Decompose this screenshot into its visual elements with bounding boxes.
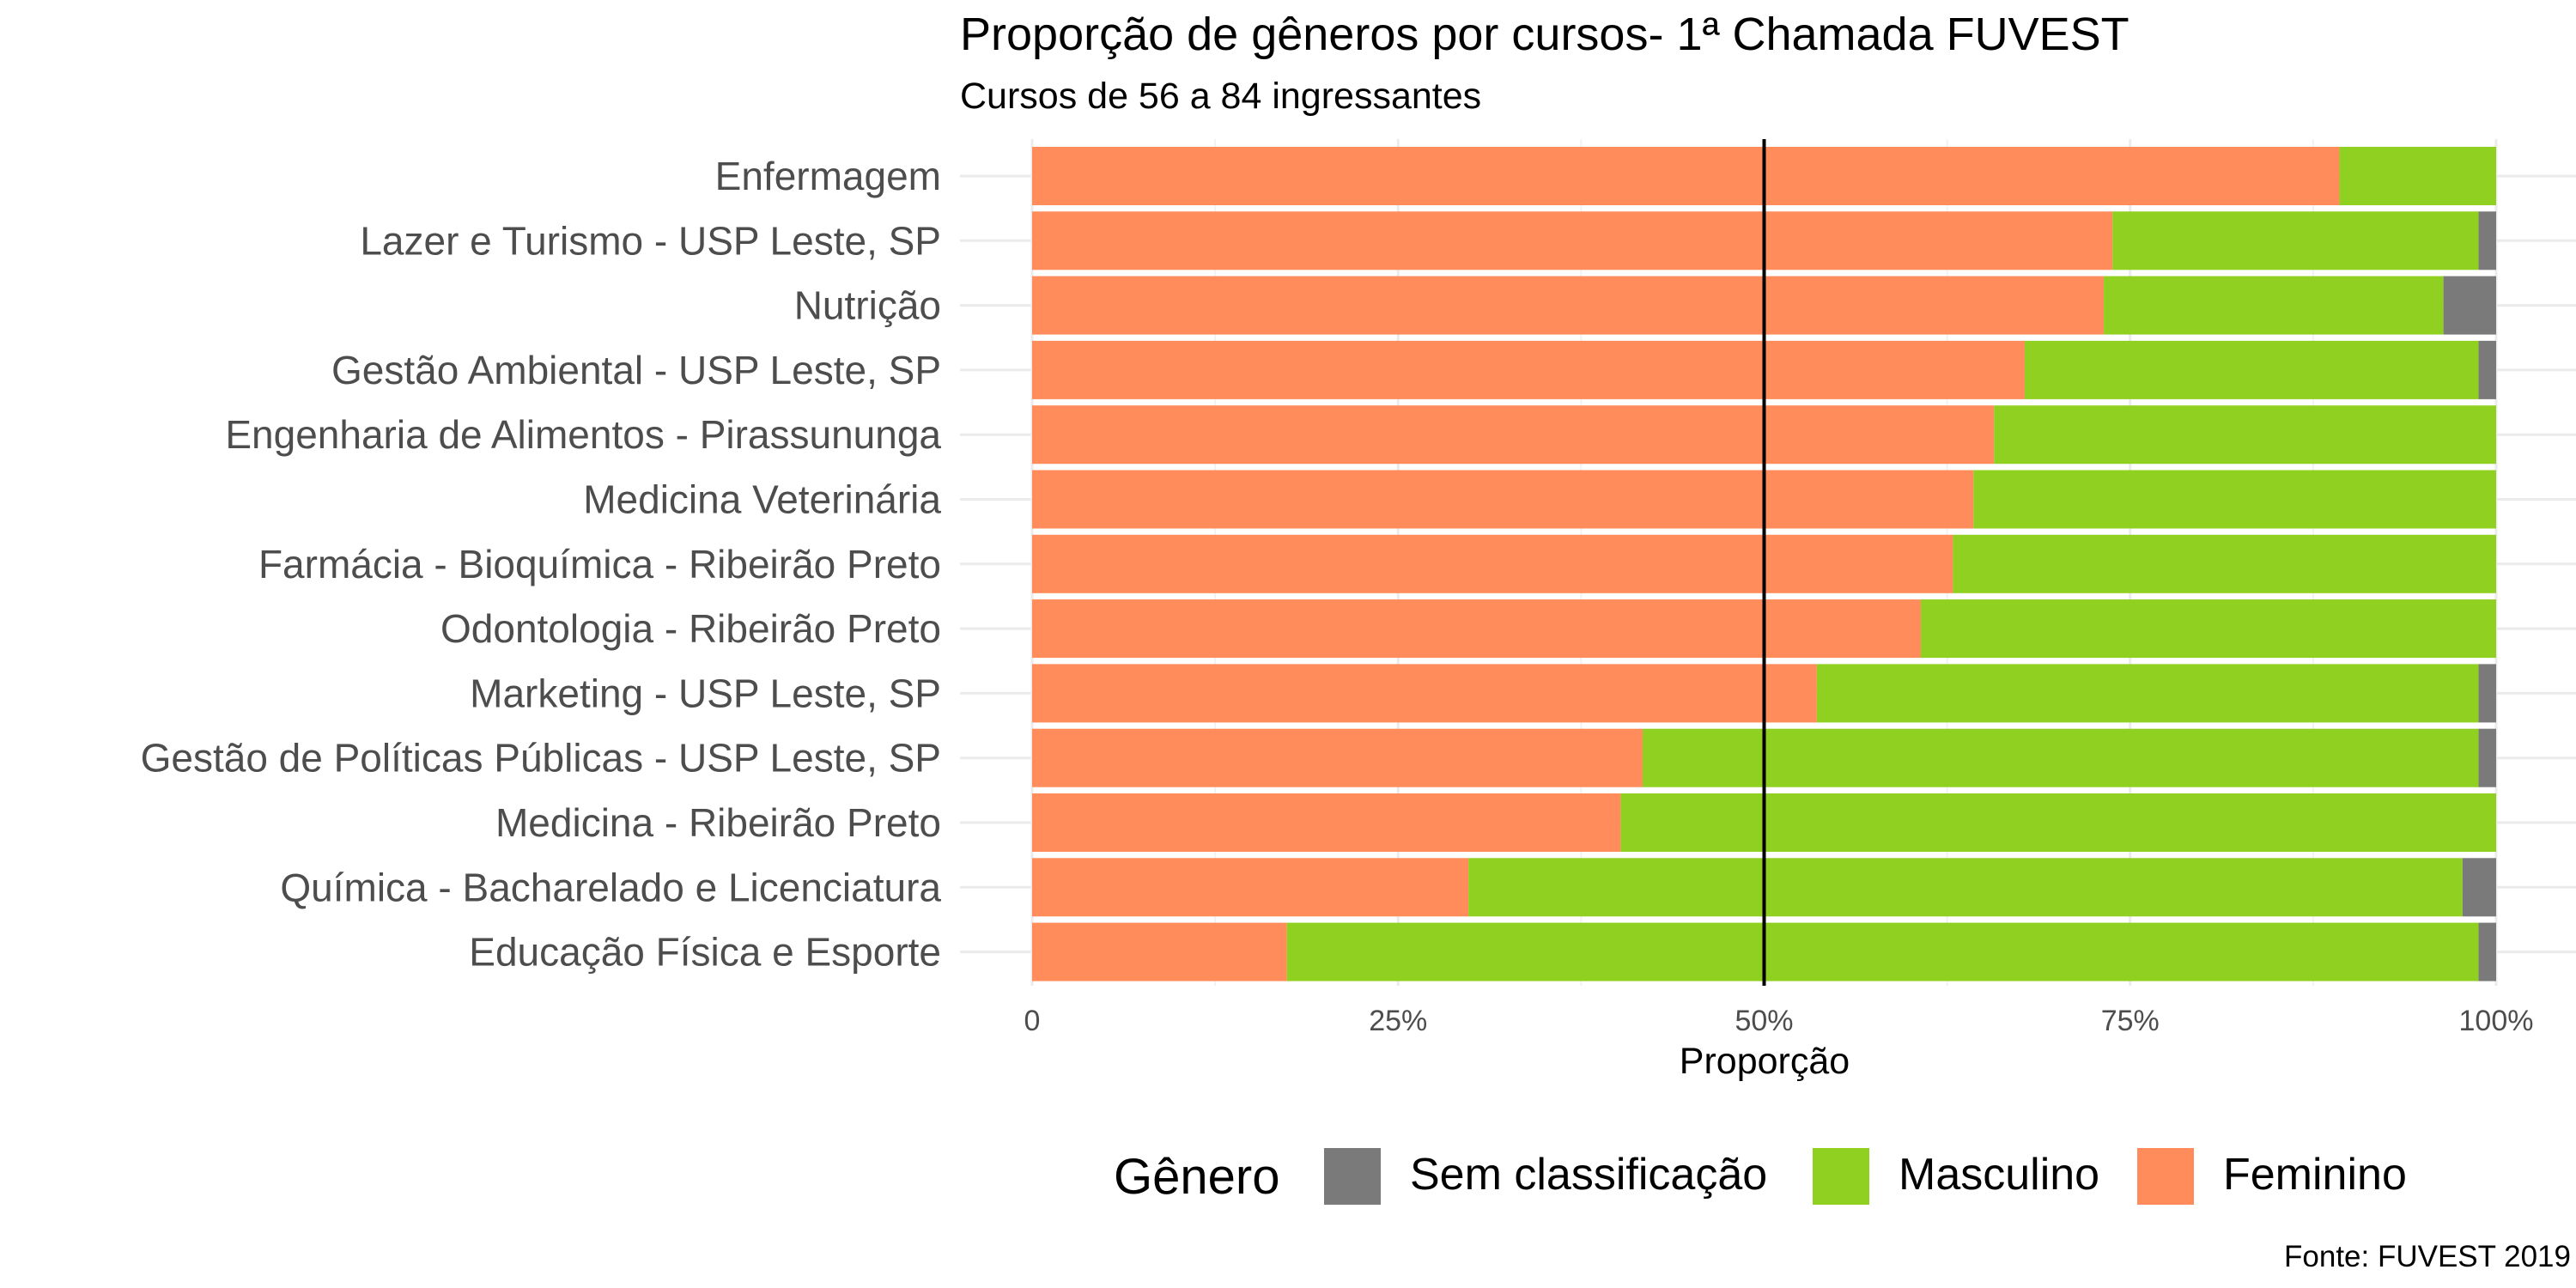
y-tick-label: Nutrição (794, 283, 941, 328)
bar-masculino-gestao-ambiental-usp-leste-sp (2024, 340, 2479, 399)
bar-masculino-engenharia-de-alimentos-pirassununga (1994, 405, 2496, 465)
chart-title: Proporção de gêneros por cursos- 1ª Cham… (960, 9, 2129, 60)
bar-feminino-marketing-usp-leste-sp (1032, 664, 1817, 723)
bar-masculino-nutricao (2104, 276, 2444, 335)
bar-feminino-medicina-ribeirao-preto (1032, 793, 1621, 852)
legend-label-feminino: Feminino (2223, 1150, 2407, 1200)
bar-sem-classificacao-gestao-ambiental-usp-leste-sp (2478, 340, 2496, 399)
bar-feminino-enfermagem (1032, 147, 2340, 205)
bar-feminino-farmacia-bioquimica-ribeirao-preto (1032, 534, 1953, 593)
legend-label-masculino: Masculino (1899, 1150, 2099, 1200)
legend-key-sem-classificacao (1324, 1148, 1381, 1205)
x-tick-label: 50% (1735, 1005, 1793, 1037)
y-tick-label: Educação Física e Esporte (469, 930, 941, 975)
bar-feminino-engenharia-de-alimentos-pirassununga (1032, 405, 1995, 465)
bar-masculino-gestao-de-politicas-publicas-usp-leste-sp (1642, 728, 2479, 787)
bar-sem-classificacao-educacao-fisica-e-esporte (2478, 922, 2496, 981)
bar-sem-classificacao-nutricao (2443, 276, 2496, 335)
bar-feminino-odontologia-ribeirao-preto (1032, 599, 1921, 659)
x-tick-label: 100% (2459, 1005, 2534, 1037)
x-axis-ticks: 0 25% 50% 75% 100% (1024, 1005, 2534, 1037)
bar-masculino-medicina-ribeirao-preto (1620, 793, 2496, 852)
bar-masculino-educacao-fisica-e-esporte (1286, 922, 2479, 981)
bar-masculino-enfermagem (2339, 147, 2496, 205)
y-tick-label: Gestão de Políticas Públicas - USP Leste… (141, 736, 941, 781)
legend-key-masculino (1813, 1148, 1869, 1205)
bar-feminino-gestao-de-politicas-publicas-usp-leste-sp (1032, 728, 1643, 787)
bar-feminino-quimica-bacharelado-e-licenciatura (1032, 858, 1469, 917)
y-tick-label: Química - Bacharelado e Licenciatura (280, 865, 941, 909)
y-tick-label: Odontologia - Ribeirão Preto (440, 606, 941, 651)
chart-caption: Fonte: FUVEST 2019 (2284, 1240, 2571, 1273)
bars (1032, 147, 2496, 981)
bar-sem-classificacao-marketing-usp-leste-sp (2478, 664, 2496, 723)
y-tick-label: Medicina Veterinária (583, 477, 941, 522)
x-tick-label: 0 (1024, 1005, 1041, 1037)
bar-feminino-lazer-e-turismo-usp-leste-sp (1032, 211, 2113, 270)
bar-feminino-nutricao (1032, 276, 2105, 335)
bar-masculino-farmacia-bioquimica-ribeirao-preto (1953, 534, 2496, 593)
bar-masculino-lazer-e-turismo-usp-leste-sp (2112, 211, 2479, 270)
y-tick-label: Medicina - Ribeirão Preto (495, 800, 941, 845)
bar-masculino-medicina-veterinaria (1973, 470, 2496, 529)
y-tick-label: Lazer e Turismo - USP Leste, SP (360, 218, 941, 263)
bar-sem-classificacao-gestao-de-politicas-publicas-usp-leste-sp (2478, 728, 2496, 787)
bar-masculino-odontologia-ribeirao-preto (1920, 599, 2496, 659)
y-axis-labels: Enfermagem Lazer e Turismo - USP Leste, S… (141, 154, 942, 975)
y-tick-label: Gestão Ambiental - USP Leste, SP (331, 348, 941, 392)
bar-sem-classificacao-quimica-bacharelado-e-licenciatura (2462, 858, 2496, 917)
x-tick-label: 75% (2101, 1005, 2160, 1037)
x-tick-label: 25% (1369, 1005, 1427, 1037)
bar-masculino-quimica-bacharelado-e-licenciatura (1468, 858, 2463, 917)
chart-subtitle: Cursos de 56 a 84 ingressantes (960, 76, 1481, 117)
bar-feminino-medicina-veterinaria (1032, 470, 1974, 529)
legend: Gênero Sem classificação Masculino Feminin… (1114, 1148, 2407, 1205)
x-axis-title: Proporção (1680, 1041, 1850, 1082)
y-tick-label: Enfermagem (715, 154, 941, 198)
bar-sem-classificacao-lazer-e-turismo-usp-leste-sp (2478, 211, 2496, 270)
legend-label-sem-classificacao: Sem classificação (1410, 1150, 1767, 1200)
y-tick-label: Marketing - USP Leste, SP (470, 671, 941, 715)
legend-title: Gênero (1114, 1149, 1279, 1205)
bar-feminino-educacao-fisica-e-esporte (1032, 922, 1287, 981)
y-tick-label: Farmácia - Bioquímica - Ribeirão Preto (258, 542, 941, 586)
bar-masculino-marketing-usp-leste-sp (1816, 664, 2479, 723)
y-tick-label: Engenharia de Alimentos - Pirassununga (225, 412, 941, 457)
bar-feminino-gestao-ambiental-usp-leste-sp (1032, 340, 2025, 399)
legend-key-feminino (2137, 1148, 2194, 1205)
